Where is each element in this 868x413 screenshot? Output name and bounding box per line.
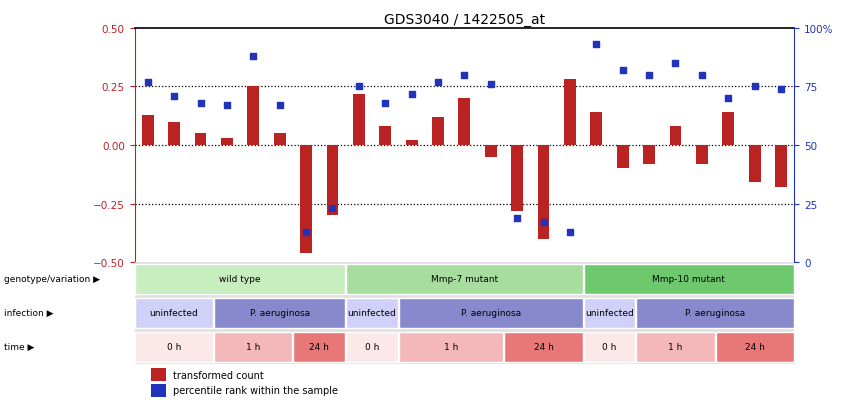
- Bar: [151, 384, 166, 397]
- Bar: [141, 115, 154, 146]
- Point: [721, 96, 735, 102]
- Text: Mmp-10 mutant: Mmp-10 mutant: [652, 275, 725, 284]
- Bar: [300, 146, 312, 253]
- Point: [483, 82, 497, 88]
- Bar: [247, 87, 260, 146]
- Point: [774, 86, 788, 93]
- Title: GDS3040 / 1422505_at: GDS3040 / 1422505_at: [384, 12, 545, 26]
- Bar: [273, 134, 286, 146]
- Bar: [458, 99, 470, 146]
- Point: [563, 229, 577, 235]
- FancyBboxPatch shape: [135, 264, 345, 294]
- Bar: [485, 146, 496, 157]
- Text: 1 h: 1 h: [444, 342, 458, 351]
- FancyBboxPatch shape: [346, 332, 398, 362]
- Point: [299, 229, 313, 235]
- Bar: [617, 146, 628, 169]
- Point: [141, 79, 155, 86]
- Text: 1 h: 1 h: [247, 342, 260, 351]
- Bar: [151, 368, 166, 382]
- Text: 24 h: 24 h: [745, 342, 765, 351]
- Point: [642, 72, 656, 79]
- Point: [457, 72, 471, 79]
- Bar: [405, 141, 418, 146]
- FancyBboxPatch shape: [399, 332, 503, 362]
- Point: [247, 54, 260, 60]
- Bar: [379, 127, 391, 146]
- FancyBboxPatch shape: [214, 298, 345, 328]
- FancyBboxPatch shape: [583, 298, 635, 328]
- Text: wild type: wild type: [220, 275, 261, 284]
- FancyBboxPatch shape: [135, 332, 214, 362]
- Point: [378, 100, 392, 107]
- FancyBboxPatch shape: [583, 332, 635, 362]
- Point: [220, 103, 233, 109]
- Bar: [669, 127, 681, 146]
- Point: [273, 103, 286, 109]
- FancyBboxPatch shape: [293, 332, 345, 362]
- Point: [510, 215, 524, 221]
- Text: genotype/variation ▶: genotype/variation ▶: [4, 275, 101, 284]
- FancyBboxPatch shape: [214, 332, 293, 362]
- FancyBboxPatch shape: [636, 298, 793, 328]
- Bar: [353, 94, 365, 146]
- Point: [194, 100, 207, 107]
- Bar: [221, 139, 233, 146]
- FancyBboxPatch shape: [399, 298, 582, 328]
- Text: transformed count: transformed count: [173, 370, 264, 380]
- FancyBboxPatch shape: [504, 332, 582, 362]
- Bar: [775, 146, 787, 188]
- Point: [326, 205, 339, 212]
- Bar: [537, 146, 549, 239]
- Bar: [194, 134, 207, 146]
- Bar: [432, 118, 444, 146]
- Text: Mmp-7 mutant: Mmp-7 mutant: [431, 275, 498, 284]
- Bar: [590, 113, 602, 146]
- FancyBboxPatch shape: [135, 298, 214, 328]
- Point: [589, 42, 603, 49]
- Point: [536, 219, 550, 226]
- Text: P. aeruginosa: P. aeruginosa: [250, 309, 310, 318]
- Point: [747, 84, 761, 90]
- Text: percentile rank within the sample: percentile rank within the sample: [173, 385, 338, 395]
- Text: uninfected: uninfected: [348, 309, 397, 318]
- Point: [168, 93, 181, 100]
- Point: [431, 79, 445, 86]
- Bar: [326, 146, 339, 216]
- FancyBboxPatch shape: [715, 332, 793, 362]
- FancyBboxPatch shape: [636, 332, 714, 362]
- Text: infection ▶: infection ▶: [4, 309, 54, 318]
- Bar: [511, 146, 523, 211]
- FancyBboxPatch shape: [346, 264, 582, 294]
- Text: 24 h: 24 h: [309, 342, 329, 351]
- Text: time ▶: time ▶: [4, 342, 35, 351]
- Text: P. aeruginosa: P. aeruginosa: [461, 309, 521, 318]
- Text: P. aeruginosa: P. aeruginosa: [685, 309, 745, 318]
- Bar: [749, 146, 760, 183]
- Text: 1 h: 1 h: [668, 342, 682, 351]
- Point: [695, 72, 709, 79]
- Text: 0 h: 0 h: [365, 342, 379, 351]
- Point: [404, 91, 418, 97]
- Bar: [564, 80, 575, 146]
- FancyBboxPatch shape: [346, 298, 398, 328]
- Text: 24 h: 24 h: [534, 342, 554, 351]
- Point: [668, 61, 682, 67]
- Point: [615, 68, 629, 74]
- Bar: [643, 146, 655, 164]
- Text: 0 h: 0 h: [167, 342, 181, 351]
- Text: uninfected: uninfected: [150, 309, 199, 318]
- Text: 0 h: 0 h: [602, 342, 616, 351]
- FancyBboxPatch shape: [583, 264, 793, 294]
- Bar: [696, 146, 707, 164]
- Point: [352, 84, 365, 90]
- Bar: [722, 113, 734, 146]
- Text: uninfected: uninfected: [585, 309, 634, 318]
- Bar: [168, 122, 180, 146]
